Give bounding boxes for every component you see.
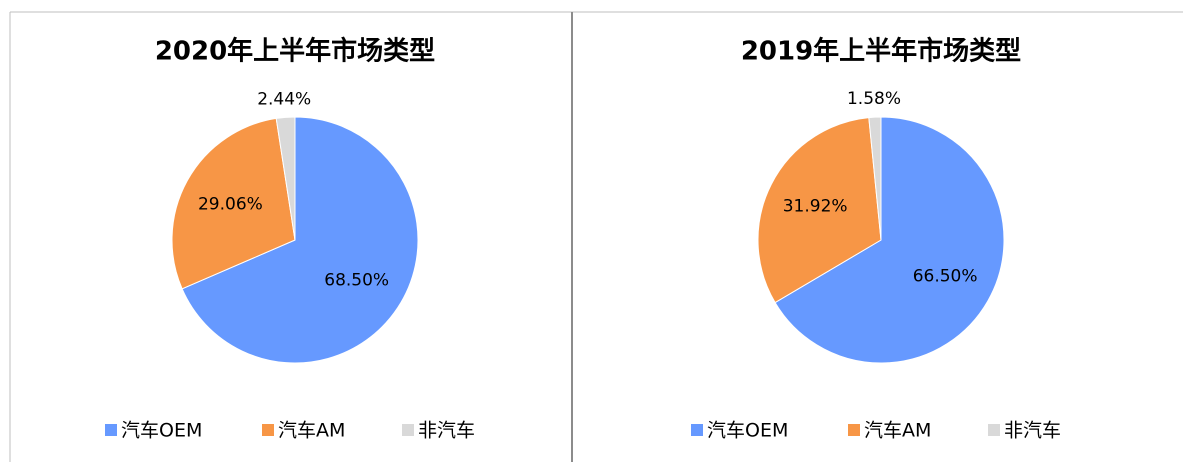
chart-title: 2020年上半年市场类型: [155, 36, 435, 67]
legend-swatch: [105, 424, 117, 436]
legend-swatch: [691, 424, 703, 436]
legend-label: 非汽车: [418, 420, 475, 442]
pie-slice: [181, 116, 419, 364]
data-label: 68.50%: [324, 271, 389, 291]
data-label: 29.06%: [198, 194, 263, 214]
legend-label: 非汽车: [1004, 420, 1061, 442]
legend-swatch: [402, 424, 414, 436]
legend-label: 汽车OEM: [707, 420, 788, 442]
pie-slice: [868, 116, 882, 241]
data-label: 66.50%: [913, 267, 978, 287]
legend-swatch: [262, 424, 274, 436]
legend-label: 汽车OEM: [121, 420, 202, 442]
pie-slice: [774, 116, 1005, 364]
pie-slice: [171, 117, 296, 290]
data-label: 31.92%: [783, 197, 848, 217]
data-label: 1.58%: [847, 89, 901, 109]
data-label: 2.44%: [257, 89, 311, 109]
legend-label: 汽车AM: [278, 420, 345, 442]
pie-slice: [275, 116, 296, 241]
legend-swatch: [848, 424, 860, 436]
legend-label: 汽车AM: [864, 420, 931, 442]
pie-slice: [757, 117, 882, 304]
chart-title: 2019年上半年市场类型: [741, 36, 1021, 67]
legend-swatch: [988, 424, 1000, 436]
